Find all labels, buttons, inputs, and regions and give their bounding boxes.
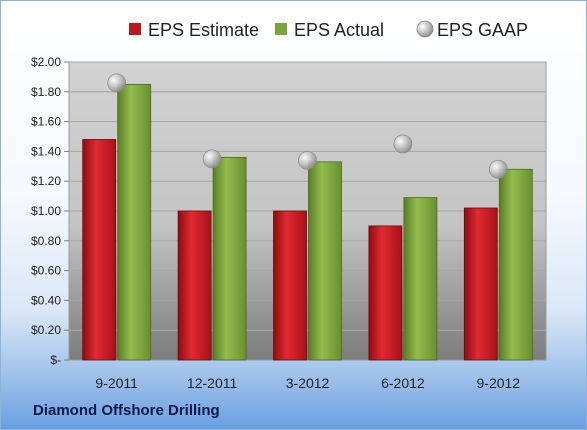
x-category-label: 3-2012 — [286, 375, 330, 391]
x-category-label: 6-2012 — [381, 375, 425, 391]
point-eps-gaap — [488, 159, 508, 179]
x-category-label: 12-2011 — [187, 375, 238, 391]
x-category-label: 9-2011 — [95, 375, 138, 391]
x-axis-categories: 9-2011 12-2011 3-2012 6-2012 9-2012 — [95, 375, 520, 391]
bar-eps-actual — [498, 168, 533, 361]
bars — [82, 83, 533, 361]
legend-label: EPS GAAP — [437, 20, 528, 40]
legend-swatch — [129, 23, 141, 35]
legend-swatch — [275, 23, 287, 35]
bar-eps-estimate — [177, 210, 212, 361]
y-tick-label: $0.80 — [31, 234, 61, 248]
y-tick-label: $0.60 — [31, 264, 61, 278]
legend: EPS Estimate EPS Actual EPS GAAP — [129, 20, 528, 40]
bar-eps-estimate — [82, 139, 117, 361]
x-category-label: 9-2012 — [477, 375, 521, 391]
y-tick-label: $2.00 — [31, 55, 61, 69]
bar-eps-estimate — [368, 225, 403, 361]
gaap-points — [107, 73, 508, 179]
bar-eps-actual — [308, 161, 342, 361]
bar-eps-actual — [403, 197, 438, 361]
bar-eps-actual — [117, 83, 152, 361]
legend-swatch — [416, 20, 434, 38]
y-tick-label: $1.40 — [31, 144, 61, 158]
y-tick-label: $1.80 — [31, 85, 61, 99]
bar-eps-estimate — [463, 207, 498, 361]
y-tick-label: $1.20 — [31, 174, 61, 188]
bar-eps-actual — [212, 156, 247, 361]
point-eps-gaap — [393, 134, 413, 154]
company-name: Diamond Offshore Drilling — [33, 402, 220, 419]
y-tick-label: $0.20 — [31, 323, 61, 337]
y-axis-ticks: $- $0.20 $0.40 $0.60 $0.80 $1.00 $1.20 $1.40 $1.… — [31, 55, 69, 367]
legend-label: EPS Actual — [294, 20, 384, 40]
point-eps-gaap — [107, 73, 127, 93]
y-tick-label: $1.00 — [31, 204, 61, 218]
point-eps-gaap — [298, 150, 317, 170]
point-eps-gaap — [202, 149, 222, 169]
y-tick-label: $- — [50, 353, 61, 367]
legend-label: EPS Estimate — [148, 20, 259, 40]
y-tick-label: $0.40 — [31, 293, 61, 307]
bar-eps-estimate — [273, 210, 307, 361]
y-tick-label: $1.60 — [31, 115, 61, 129]
